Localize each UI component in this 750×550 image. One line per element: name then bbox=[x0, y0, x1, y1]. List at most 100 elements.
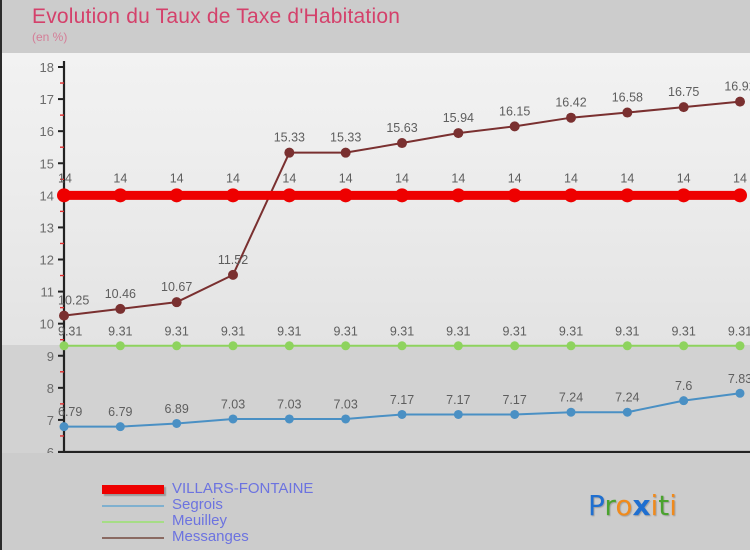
y-tick-label: 9 bbox=[47, 349, 54, 364]
data-point-meuilley-2003[interactable] bbox=[228, 341, 238, 351]
data-point-villars-fontaine-2002[interactable] bbox=[169, 188, 184, 203]
y-tick-label: 14 bbox=[40, 188, 54, 203]
y-tick-label: 13 bbox=[40, 220, 54, 235]
data-point-segrois-2006[interactable] bbox=[397, 409, 407, 419]
data-label-messanges-2011: 16.75 bbox=[668, 85, 699, 99]
data-point-villars-fontaine-2007[interactable] bbox=[451, 188, 466, 203]
data-point-meuilley-2000[interactable] bbox=[59, 341, 69, 351]
data-point-segrois-2004[interactable] bbox=[284, 414, 294, 424]
data-point-meuilley-2007[interactable] bbox=[453, 341, 463, 351]
data-label-messanges-2000: 10.25 bbox=[58, 294, 89, 308]
data-point-villars-fontaine-2011[interactable] bbox=[676, 188, 691, 203]
legend-item-segrois[interactable]: Segrois bbox=[100, 497, 430, 514]
data-point-segrois-2003[interactable] bbox=[228, 414, 238, 424]
legend-item-meuilley[interactable]: Meuilley bbox=[100, 513, 430, 530]
data-label-messanges-2002: 10.67 bbox=[161, 280, 192, 294]
data-point-villars-fontaine-2006[interactable] bbox=[395, 188, 409, 203]
data-label-messanges-2001: 10.46 bbox=[105, 287, 136, 301]
data-point-messanges-2011[interactable] bbox=[678, 102, 689, 113]
data-point-messanges-2003[interactable] bbox=[228, 269, 238, 280]
data-point-segrois-2007[interactable] bbox=[453, 409, 463, 419]
y-tick-label: 10 bbox=[40, 317, 54, 332]
data-point-segrois-2012[interactable] bbox=[735, 388, 745, 398]
legend-label-villars-fontaine: VILLARS-FONTAINE bbox=[172, 480, 314, 497]
data-label-villars-fontaine-2005: 14 bbox=[339, 171, 353, 185]
data-point-villars-fontaine-2005[interactable] bbox=[338, 188, 353, 203]
page-subtitle: (en %) bbox=[32, 30, 68, 44]
data-label-segrois-2002: 6.89 bbox=[164, 402, 188, 416]
data-label-segrois-2000: 6.79 bbox=[58, 405, 82, 419]
y-tick-label: 12 bbox=[40, 253, 54, 268]
logo-letter-3: x bbox=[632, 489, 651, 522]
data-point-villars-fontaine-2000[interactable] bbox=[57, 188, 71, 203]
data-point-meuilley-2005[interactable] bbox=[341, 341, 351, 351]
legend-item-villars-fontaine[interactable]: VILLARS-FONTAINE bbox=[100, 480, 430, 498]
data-point-meuilley-2010[interactable] bbox=[622, 341, 632, 351]
data-point-segrois-2010[interactable] bbox=[622, 407, 632, 417]
data-label-villars-fontaine-2003: 14 bbox=[226, 171, 240, 185]
data-point-segrois-2008[interactable] bbox=[510, 409, 520, 419]
series-segrois bbox=[59, 388, 745, 432]
page-title: Evolution du Taux de Taxe d'Habitation bbox=[32, 5, 401, 28]
legend-swatch-messanges bbox=[100, 530, 168, 546]
data-point-messanges-2004[interactable] bbox=[284, 147, 295, 158]
data-label-meuilley-2004: 9.31 bbox=[277, 324, 301, 338]
data-point-messanges-2001[interactable] bbox=[115, 303, 126, 314]
data-label-villars-fontaine-2012: 14 bbox=[733, 171, 747, 185]
legend-swatch-segrois bbox=[100, 498, 168, 514]
data-point-messanges-2009[interactable] bbox=[566, 112, 576, 123]
data-point-villars-fontaine-2010[interactable] bbox=[620, 188, 635, 203]
data-label-segrois-2010: 7.24 bbox=[615, 391, 639, 405]
logo-letter-2: o bbox=[615, 489, 633, 522]
data-label-messanges-2007: 15.94 bbox=[443, 111, 474, 125]
data-point-villars-fontaine-2008[interactable] bbox=[507, 188, 522, 203]
data-point-segrois-2000[interactable] bbox=[59, 422, 69, 432]
y-tick-label: 6 bbox=[47, 445, 54, 453]
data-point-segrois-2009[interactable] bbox=[566, 407, 576, 417]
data-point-villars-fontaine-2004[interactable] bbox=[282, 188, 297, 203]
data-point-meuilley-2012[interactable] bbox=[735, 341, 745, 351]
legend-item-messanges[interactable]: Messanges bbox=[100, 529, 430, 546]
data-label-messanges-2006: 15.63 bbox=[386, 121, 417, 135]
data-label-messanges-2009: 16.42 bbox=[555, 96, 586, 110]
data-label-messanges-2003: 11.52 bbox=[218, 253, 248, 267]
data-point-messanges-2002[interactable] bbox=[171, 297, 182, 308]
data-label-segrois-2011: 7.6 bbox=[675, 379, 692, 393]
data-point-meuilley-2011[interactable] bbox=[679, 341, 689, 351]
data-point-messanges-2010[interactable] bbox=[622, 107, 633, 118]
data-point-messanges-2012[interactable] bbox=[735, 96, 745, 107]
logo-letter-1: r bbox=[604, 489, 616, 522]
series-messanges bbox=[59, 96, 745, 321]
line-chart-svg: 6789101112131415161718200020012002200320… bbox=[40, 60, 750, 453]
y-tick-label: 17 bbox=[40, 92, 54, 107]
data-point-messanges-2005[interactable] bbox=[340, 147, 351, 158]
data-point-villars-fontaine-2003[interactable] bbox=[226, 188, 240, 203]
data-point-meuilley-2002[interactable] bbox=[172, 341, 182, 351]
data-point-messanges-2006[interactable] bbox=[397, 138, 407, 149]
data-label-messanges-2004: 15.33 bbox=[274, 131, 305, 145]
logo-letter-0: P bbox=[588, 489, 605, 522]
data-label-meuilley-2010: 9.31 bbox=[615, 324, 639, 338]
data-point-messanges-2008[interactable] bbox=[509, 121, 520, 132]
data-point-segrois-2002[interactable] bbox=[172, 418, 182, 428]
data-point-villars-fontaine-2001[interactable] bbox=[113, 188, 128, 203]
data-point-meuilley-2006[interactable] bbox=[397, 341, 407, 351]
data-point-villars-fontaine-2009[interactable] bbox=[564, 188, 578, 203]
data-point-meuilley-2001[interactable] bbox=[115, 341, 125, 351]
data-point-meuilley-2008[interactable] bbox=[510, 341, 520, 351]
data-point-messanges-2000[interactable] bbox=[59, 310, 69, 321]
data-label-segrois-2006: 7.17 bbox=[390, 393, 414, 407]
data-label-segrois-2004: 7.03 bbox=[277, 397, 301, 411]
data-label-villars-fontaine-2004: 14 bbox=[282, 171, 296, 185]
data-point-segrois-2001[interactable] bbox=[115, 422, 125, 432]
data-point-segrois-2011[interactable] bbox=[679, 396, 689, 406]
data-point-villars-fontaine-2012[interactable] bbox=[733, 188, 747, 203]
data-point-meuilley-2009[interactable] bbox=[566, 341, 576, 351]
data-point-segrois-2005[interactable] bbox=[341, 414, 351, 424]
proxiti-logo[interactable]: Proxiti bbox=[588, 489, 677, 522]
data-label-meuilley-2002: 9.31 bbox=[164, 324, 188, 338]
data-point-messanges-2007[interactable] bbox=[453, 128, 464, 139]
y-tick-label: 8 bbox=[47, 381, 54, 396]
data-point-meuilley-2004[interactable] bbox=[284, 341, 294, 351]
